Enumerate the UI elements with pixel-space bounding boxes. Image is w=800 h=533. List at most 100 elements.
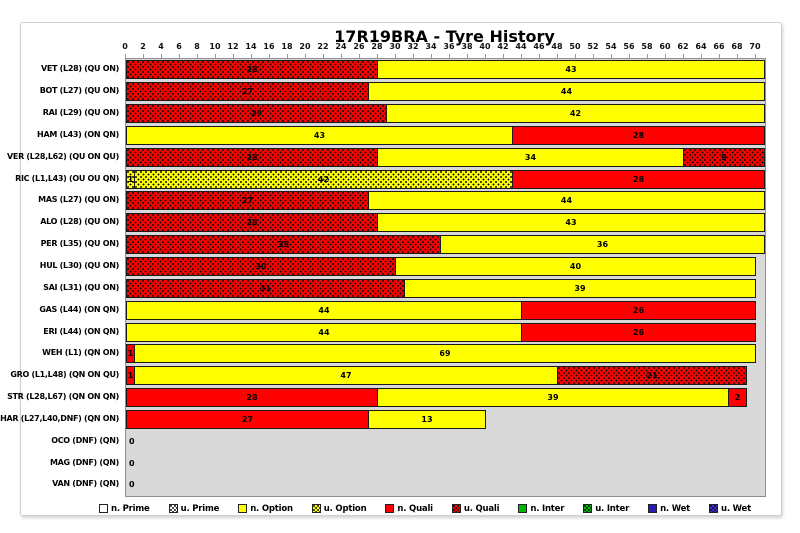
x-axis-tick-mark — [611, 54, 612, 58]
x-axis-tick-mark — [485, 54, 486, 58]
bar-row: 0 — [126, 474, 765, 496]
legend-swatch-n_wet — [648, 504, 658, 513]
x-axis-tick-label: 22 — [317, 42, 329, 51]
legend-swatch-u_prime — [168, 504, 178, 513]
bar-segment-n_option: 39 — [404, 278, 756, 298]
legend-swatch-u_option — [311, 504, 321, 513]
x-axis-tick-mark — [323, 54, 324, 58]
x-axis-tick-label: 24 — [335, 42, 347, 51]
x-axis-tick-mark — [197, 54, 198, 58]
row-label: GRO (L1,L48) (QN ON QU) — [10, 370, 119, 380]
x-axis-tick-mark — [755, 54, 756, 58]
x-axis-tick-marks — [125, 54, 764, 58]
zero-value-label: 0 — [129, 436, 135, 446]
bar-row: 28 43 — [126, 59, 765, 81]
legend-item-n_inter: n. Inter — [518, 504, 564, 514]
x-axis-tick-label: 58 — [641, 42, 653, 51]
chart-legend: n. Prime u. Prime n. Option u. Option n. Qua… — [99, 502, 751, 515]
bar-segment-n_option: 36 — [440, 235, 765, 255]
bar-segment-n_option: 44 — [368, 82, 765, 102]
x-axis-tick-label: 12 — [227, 42, 239, 51]
x-axis-tick-label: 2 — [140, 42, 146, 51]
x-axis-tick-label: 28 — [371, 42, 383, 51]
bar-segment-u_quali: 29 — [126, 104, 387, 124]
bar-row: 30 40 — [126, 256, 765, 278]
x-axis-tick-label: 60 — [659, 42, 671, 51]
x-axis-tick-label: 64 — [695, 42, 707, 51]
row-label: GAS (L44) (ON QN) — [39, 304, 119, 314]
row-label: ALO (L28) (QU ON) — [40, 217, 119, 227]
row-label: WEH (L1) (QN ON) — [42, 348, 119, 358]
row-label: VAN (DNF) (QN) — [52, 479, 119, 489]
x-axis-tick-mark — [737, 54, 738, 58]
x-axis-tick-mark — [629, 54, 630, 58]
x-axis-tick-mark — [233, 54, 234, 58]
bar-segment-n_option: 39 — [377, 388, 729, 408]
bar-segment-n_quali: 26 — [521, 300, 756, 320]
bar-segment-u_quali: 27 — [126, 191, 369, 211]
row-label: HAR (L27,L40,DNF) (QN ON) — [0, 413, 119, 423]
legend-label: u. Quali — [463, 503, 500, 514]
legend-label: u. Inter — [595, 503, 630, 514]
driver-row-labels: VET (L28) (QU ON) BOT (L27) (QU ON) RAI (L… — [0, 58, 120, 495]
legend-label: u. Prime — [180, 503, 220, 514]
bar-segment-u_quali: 30 — [126, 257, 396, 277]
bar-segment-n_option: 13 — [368, 409, 486, 429]
legend-label: u. Option — [323, 503, 367, 514]
x-axis-tick-labels: 0 2 4 6 8 10 12 14 16 18 20 22 24 26 28 30 32 34 36 38 40 42 4… — [122, 42, 764, 53]
x-axis-tick-label: 34 — [425, 42, 437, 51]
bar-segment-n_option: 43 — [377, 60, 765, 80]
bar-segment-n_option: 44 — [126, 322, 522, 342]
bar-row: 44 26 — [126, 299, 765, 321]
bar-segment-n_option: 47 — [134, 366, 558, 386]
x-axis-tick-mark — [143, 54, 144, 58]
bar-segment-n_quali: 28 — [126, 388, 378, 408]
x-axis-tick-mark — [377, 54, 378, 58]
x-axis-tick-label: 10 — [209, 42, 221, 51]
row-label: MAG (DNF) (QN) — [49, 457, 119, 467]
row-label: BOT (L27) (QU ON) — [39, 86, 120, 96]
bar-segment-n_quali: 28 — [512, 169, 765, 189]
x-axis-tick-mark — [413, 54, 414, 58]
x-axis-tick-label: 52 — [587, 42, 599, 51]
x-axis-tick-mark — [305, 54, 306, 58]
x-axis-tick-label: 66 — [713, 42, 725, 51]
legend-swatch-n_inter — [518, 504, 528, 513]
x-axis-tick-mark — [683, 54, 684, 58]
x-axis-tick-mark — [125, 54, 126, 58]
chart-title: 17R19BRA - Tyre History — [334, 27, 555, 46]
x-axis-tick-label: 32 — [407, 42, 419, 51]
x-axis-tick-mark — [431, 54, 432, 58]
bar-row: 29 42 — [126, 103, 765, 125]
x-axis-tick-label: 36 — [443, 42, 455, 51]
bar-segment-n_option: 43 — [126, 125, 513, 145]
bar-row: 44 26 — [126, 321, 765, 343]
zero-value-label: 0 — [129, 480, 135, 490]
legend-swatch-n_prime — [99, 504, 108, 513]
x-axis-tick-mark — [449, 54, 450, 58]
bar-row: 27 13 — [126, 409, 765, 431]
bar-segment-n_quali: 26 — [521, 322, 756, 342]
legend-label: u. Wet — [721, 503, 751, 514]
bar-segment-u_option: 42 — [134, 169, 513, 189]
bar-segment-n_quali: 2 — [728, 388, 747, 408]
x-axis-tick-mark — [647, 54, 648, 58]
x-axis-tick-mark — [161, 54, 162, 58]
row-label: MAS (L27) (QU ON) — [38, 195, 119, 205]
x-axis-tick-label: 4 — [158, 42, 164, 51]
x-axis-tick-label: 20 — [299, 42, 311, 51]
x-axis-tick-label: 26 — [353, 42, 365, 51]
bar-row: 0 — [126, 452, 765, 474]
legend-swatch-u_quali — [451, 504, 461, 513]
plot-area: 28 43 27 44 29 42 43 28 28 34 9 1 42 28 27 44 28 43 35 36 30… — [125, 58, 766, 497]
x-axis-tick-label: 48 — [551, 42, 563, 51]
x-axis-tick-mark — [503, 54, 504, 58]
bar-row: 43 28 — [126, 125, 765, 147]
legend-item-n_quali: n. Quali — [385, 504, 433, 514]
bar-segment-n_option: 69 — [134, 344, 756, 364]
x-axis-tick-label: 30 — [389, 42, 401, 51]
bar-segment-n_option: 43 — [377, 213, 765, 233]
bar-segment-u_quali: 27 — [126, 82, 369, 102]
bar-segment-u_quali: 28 — [126, 60, 378, 80]
legend-swatch-u_wet — [709, 504, 718, 513]
